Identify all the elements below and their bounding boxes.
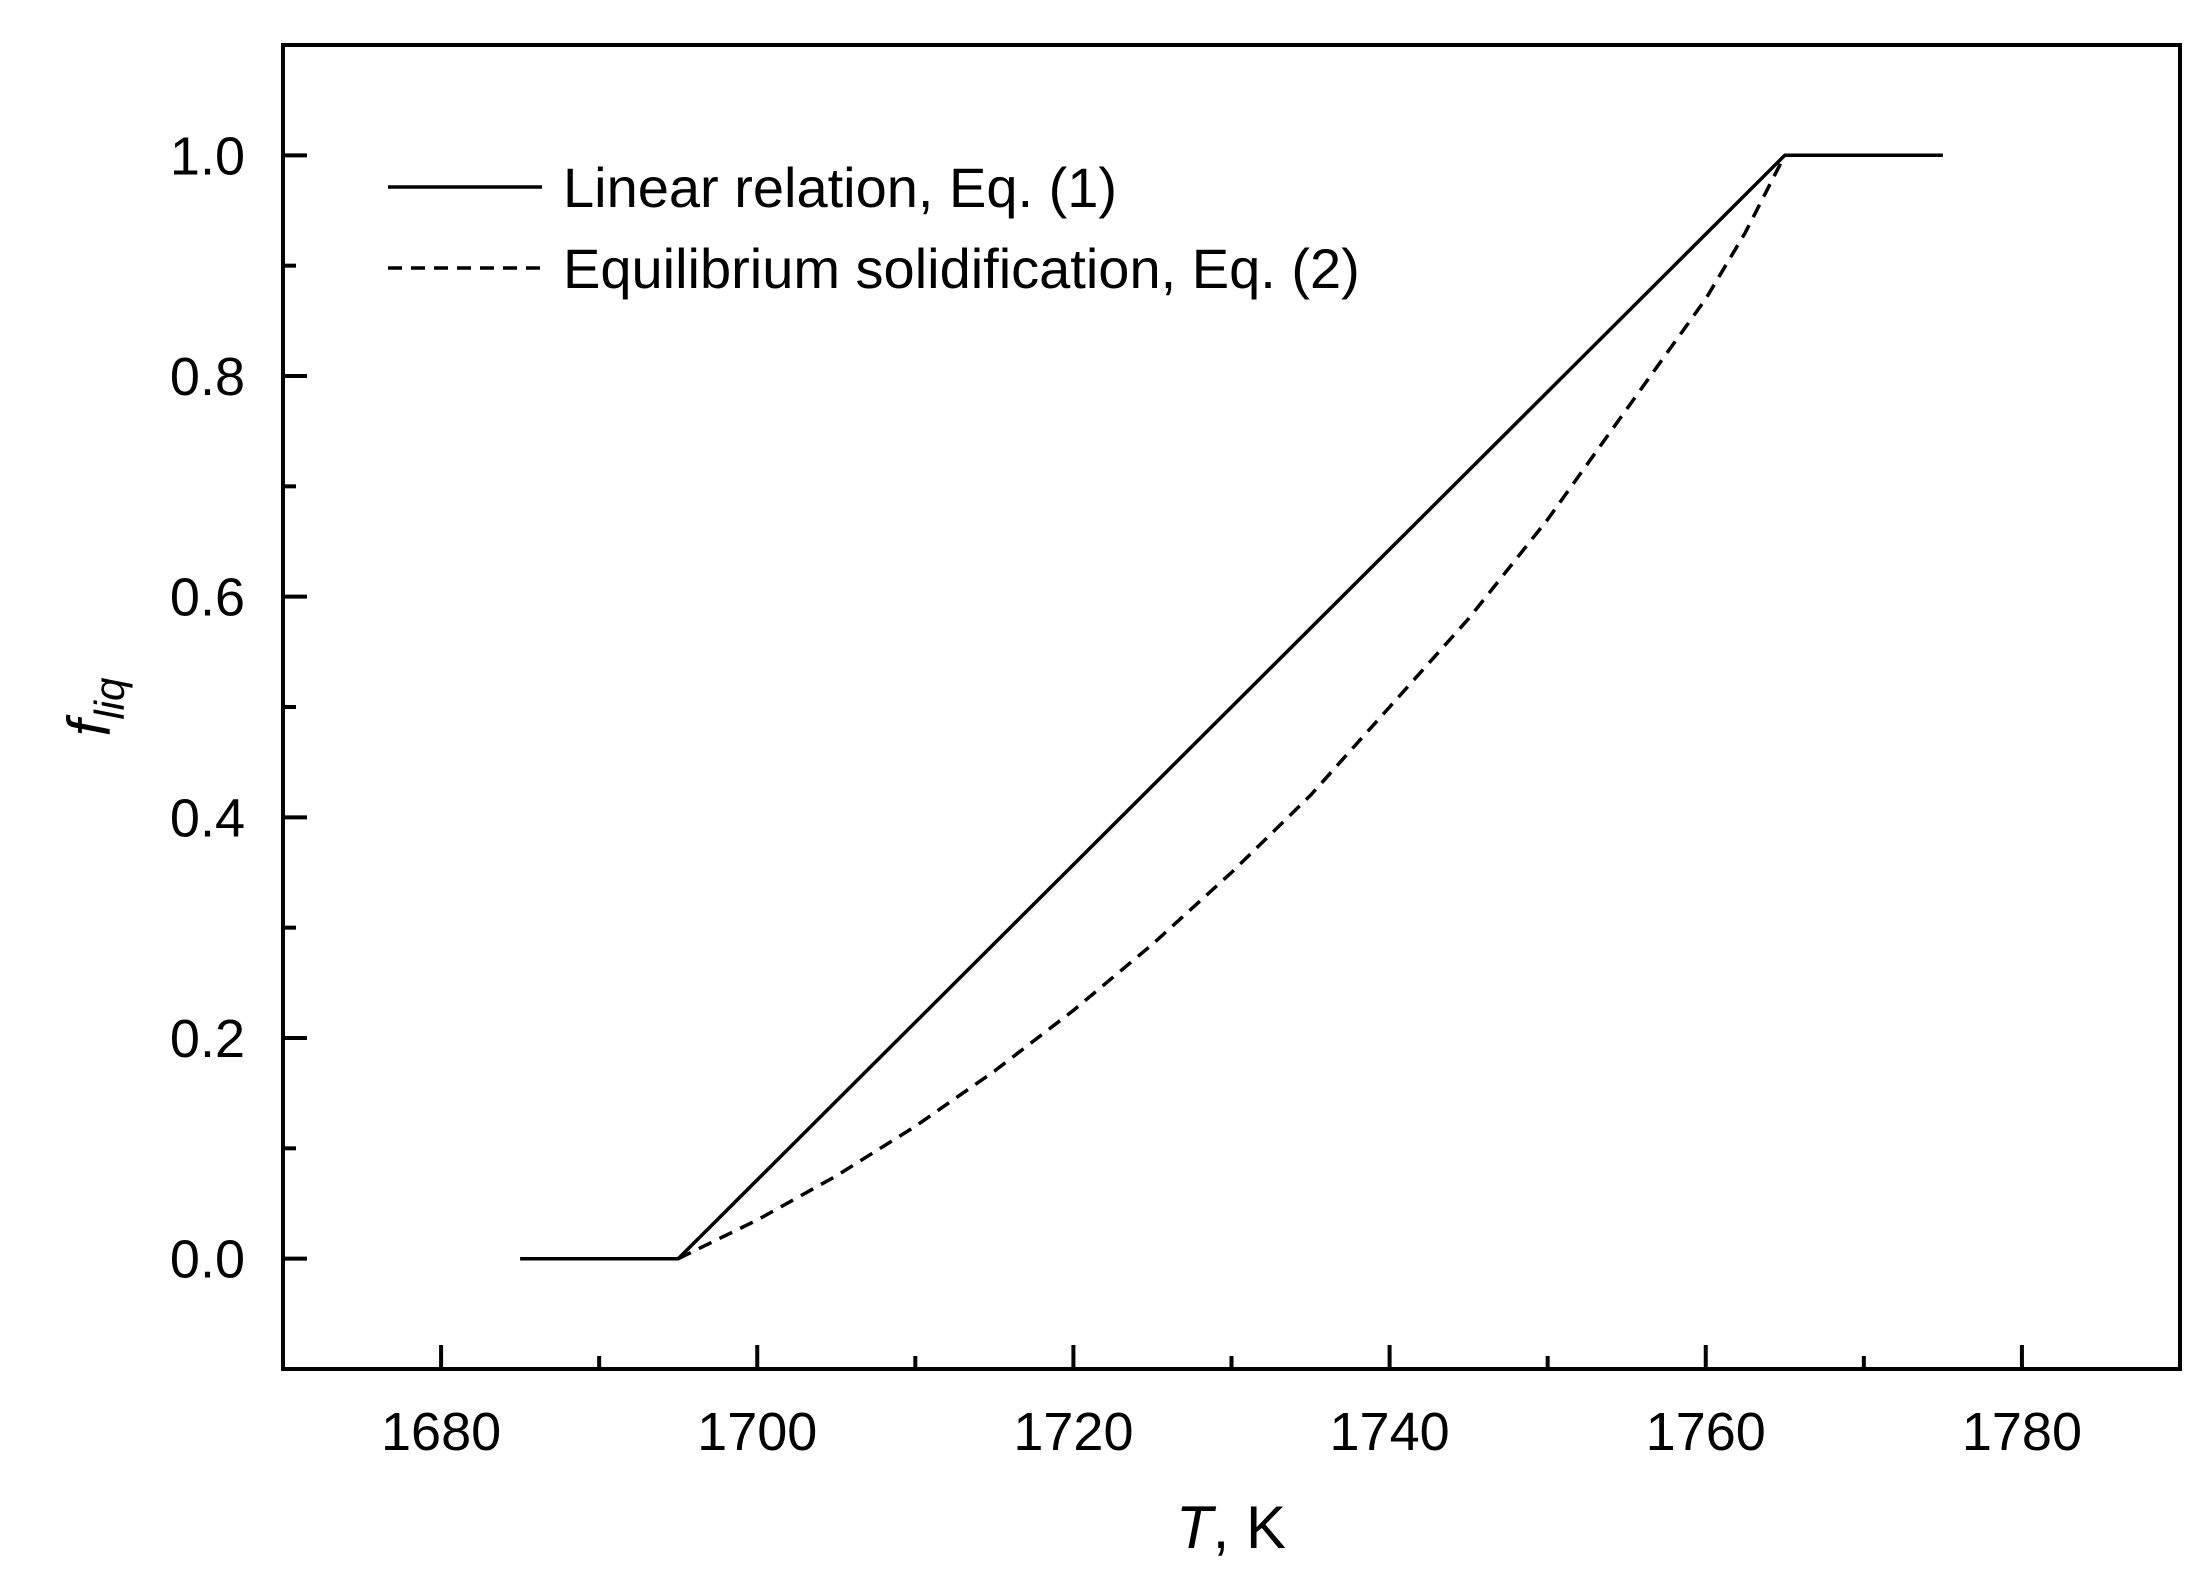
x-axis-unit: , K bbox=[1213, 1494, 1286, 1561]
y-tick-label-0.2: 0.2 bbox=[170, 1009, 245, 1069]
legend-label-equilibrium: Equilibrium solidification, Eq. (2) bbox=[563, 237, 1360, 300]
y-axis-subscript: liq bbox=[86, 677, 133, 720]
x-axis-title: T, K bbox=[1176, 1494, 1286, 1561]
x-axis-symbol: T bbox=[1176, 1494, 1217, 1561]
y-axis-title: fliq bbox=[56, 677, 133, 736]
x-tick-label-1740: 1740 bbox=[1330, 1402, 1450, 1462]
axis-ticks bbox=[283, 153, 2024, 1369]
y-tick-label-0.8: 0.8 bbox=[170, 347, 245, 407]
series-line-linear bbox=[520, 153, 1943, 1261]
x-tick-label-1680: 1680 bbox=[381, 1402, 501, 1462]
x-tick-label-1760: 1760 bbox=[1646, 1402, 1766, 1462]
legend-label-linear: Linear relation, Eq. (1) bbox=[563, 156, 1117, 219]
series-lines bbox=[520, 153, 1943, 1261]
plot-frame bbox=[281, 43, 2182, 1371]
x-tick-label-1780: 1780 bbox=[1962, 1402, 2082, 1462]
y-tick-label-1: 1.0 bbox=[170, 126, 245, 186]
y-axis-symbol: f bbox=[56, 714, 123, 736]
y-tick-label-0.4: 0.4 bbox=[170, 788, 245, 848]
x-tick-label-1720: 1720 bbox=[1013, 1402, 1133, 1462]
tick-labels: 1680 1700 1720 1740 1760 1780 0.0 0.2 0.4 0.6 0.8 1… bbox=[170, 126, 2082, 1462]
legend: Linear relation, Eq. (1) Equilibrium sol… bbox=[388, 156, 1360, 300]
y-tick-label-0.6: 0.6 bbox=[170, 568, 245, 628]
x-tick-label-1700: 1700 bbox=[697, 1402, 817, 1462]
y-tick-label-0: 0.0 bbox=[170, 1230, 245, 1290]
